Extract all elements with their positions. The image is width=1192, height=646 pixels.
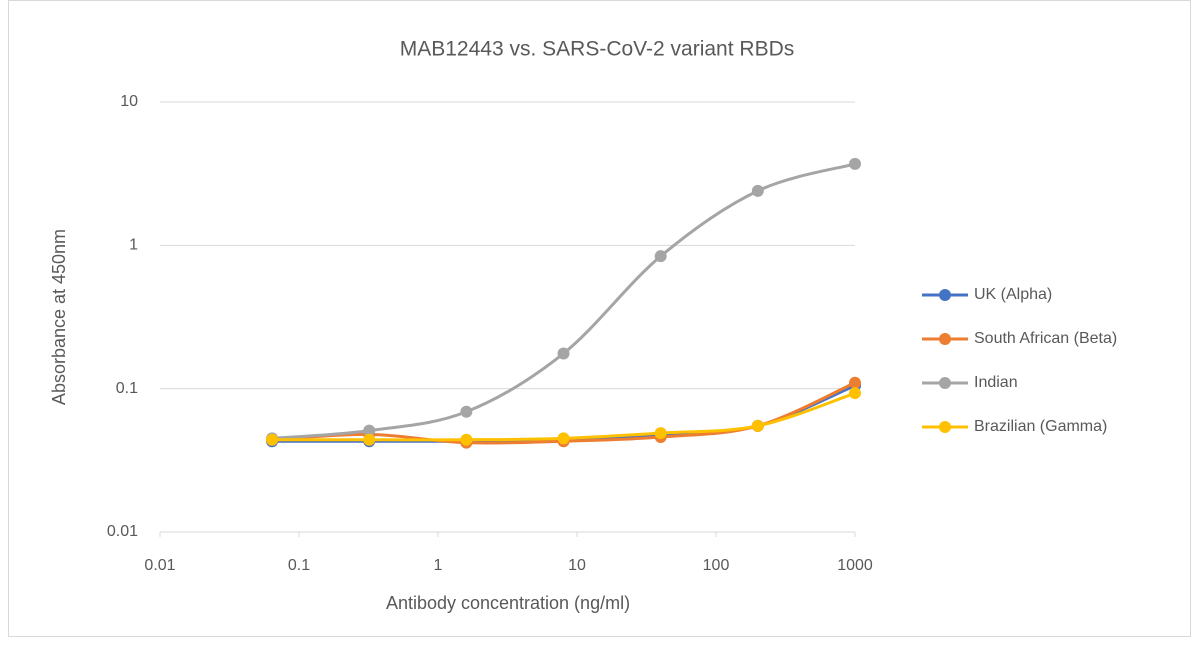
- legend-marker: [939, 421, 951, 433]
- data-point: [266, 433, 279, 446]
- legend-marker: [939, 333, 951, 345]
- y-tick-label: 1: [129, 237, 138, 254]
- data-point: [751, 184, 764, 197]
- data-point: [363, 424, 376, 437]
- data-point: [849, 157, 861, 170]
- chart-title: MAB12443 vs. SARS-CoV-2 variant RBDs: [400, 38, 795, 61]
- legend-marker: [939, 289, 951, 301]
- x-tick-label: 1000: [837, 557, 873, 574]
- y-tick-label: 0.01: [107, 523, 138, 540]
- data-point: [751, 419, 764, 432]
- y-tick-label: 10: [120, 93, 138, 110]
- x-tick-label: 10: [568, 557, 586, 574]
- x-tick-label: 0.01: [144, 557, 175, 574]
- x-tick-label: 1: [434, 557, 443, 574]
- x-axis-title: Antibody concentration (ng/ml): [386, 593, 630, 613]
- data-point: [460, 433, 473, 446]
- legend-label: Brazilian (Gamma): [974, 418, 1107, 435]
- data-point: [849, 376, 861, 389]
- data-point: [460, 405, 473, 418]
- legend-label: Indian: [974, 374, 1018, 391]
- x-tick-label: 0.1: [288, 557, 310, 574]
- data-point: [654, 250, 667, 263]
- x-tick-label: 100: [703, 557, 730, 574]
- data-point: [363, 433, 376, 446]
- legend-label: South African (Beta): [974, 330, 1117, 347]
- y-tick-label: 0.1: [116, 380, 138, 397]
- legend-label: UK (Alpha): [974, 286, 1052, 303]
- data-point: [557, 432, 570, 445]
- data-point: [849, 387, 861, 400]
- data-point: [557, 347, 570, 360]
- legend-marker: [939, 377, 951, 389]
- y-axis-title: Absorbance at 450nm: [49, 229, 69, 405]
- data-point: [654, 427, 667, 440]
